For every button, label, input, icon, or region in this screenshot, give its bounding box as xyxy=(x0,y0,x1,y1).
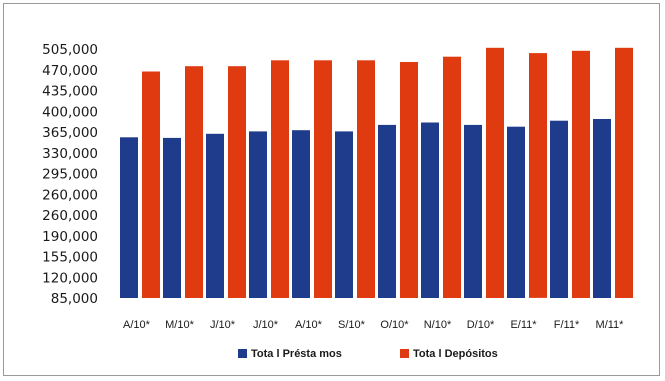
y-tick-label: 400,000 xyxy=(42,104,98,120)
legend-swatch-prestamos xyxy=(238,349,247,358)
y-tick-label: 85,000 xyxy=(51,291,98,307)
bar-depositos xyxy=(357,60,375,298)
x-tick-label: J/10* xyxy=(253,319,279,331)
bar-depositos xyxy=(529,53,547,298)
bar-prestamos xyxy=(292,130,310,298)
bar-prestamos xyxy=(335,131,353,298)
x-tick-label: N/10* xyxy=(424,319,452,331)
bar-prestamos xyxy=(464,124,482,299)
y-tick-label: 435,000 xyxy=(42,84,98,100)
bar-prestamos xyxy=(249,131,267,298)
x-tick-label: A/10* xyxy=(295,319,323,331)
y-axis: 85,000 120,000 155,000 190,000 260,000 260,00… xyxy=(42,42,98,307)
x-tick-label: D/10* xyxy=(467,319,495,331)
bar-depositos xyxy=(228,66,246,298)
bar-depositos xyxy=(443,56,461,299)
y-tick-label: 190,000 xyxy=(42,229,98,245)
x-tick-label: O/10* xyxy=(380,319,409,331)
legend: Tota l Présta mos Tota l Depósitos xyxy=(238,348,498,360)
y-tick-label: 260,000 xyxy=(42,208,98,224)
x-tick-label: M/10* xyxy=(165,319,194,331)
bar-prestamos xyxy=(163,137,181,298)
y-tick-label: 120,000 xyxy=(42,270,98,286)
legend-swatch-depositos xyxy=(400,349,409,358)
bar-depositos xyxy=(185,66,203,298)
x-tick-label: S/10* xyxy=(338,319,366,331)
legend-label-depositos: Tota l Depósitos xyxy=(413,348,498,360)
bar-depositos xyxy=(314,60,332,298)
y-tick-label: 505,000 xyxy=(42,42,98,58)
bar-depositos xyxy=(271,60,289,298)
bar-depositos xyxy=(486,47,504,298)
bar-prestamos xyxy=(593,119,611,298)
bar-prestamos xyxy=(421,122,439,298)
bar-prestamos xyxy=(550,120,568,298)
bar-depositos xyxy=(400,62,418,298)
bars xyxy=(120,47,633,299)
y-tick-label: 470,000 xyxy=(42,63,98,79)
bar-depositos xyxy=(142,71,160,298)
y-tick-label: 365,000 xyxy=(42,125,98,141)
y-tick-label: 155,000 xyxy=(42,250,98,266)
legend-label-prestamos: Tota l Présta mos xyxy=(251,348,342,360)
bar-prestamos xyxy=(206,133,224,298)
x-tick-label: E/11* xyxy=(510,319,537,331)
x-tick-label: J/10* xyxy=(210,319,236,331)
bar-prestamos xyxy=(507,126,525,298)
bar-depositos xyxy=(615,47,633,298)
x-tick-label: F/11* xyxy=(554,319,580,331)
x-tick-label: A/10* xyxy=(123,319,151,331)
bar-prestamos xyxy=(378,124,396,299)
y-tick-label: 295,000 xyxy=(42,167,98,183)
y-tick-label: 260,000 xyxy=(42,187,98,203)
bar-prestamos xyxy=(120,137,138,298)
x-axis: A/10* M/10* J/10* J/10* A/10* S/10* O/10* N/10*… xyxy=(123,319,624,331)
x-tick-label: M/11* xyxy=(596,319,625,331)
y-tick-label: 330,000 xyxy=(42,146,98,162)
bar-depositos xyxy=(572,50,590,298)
